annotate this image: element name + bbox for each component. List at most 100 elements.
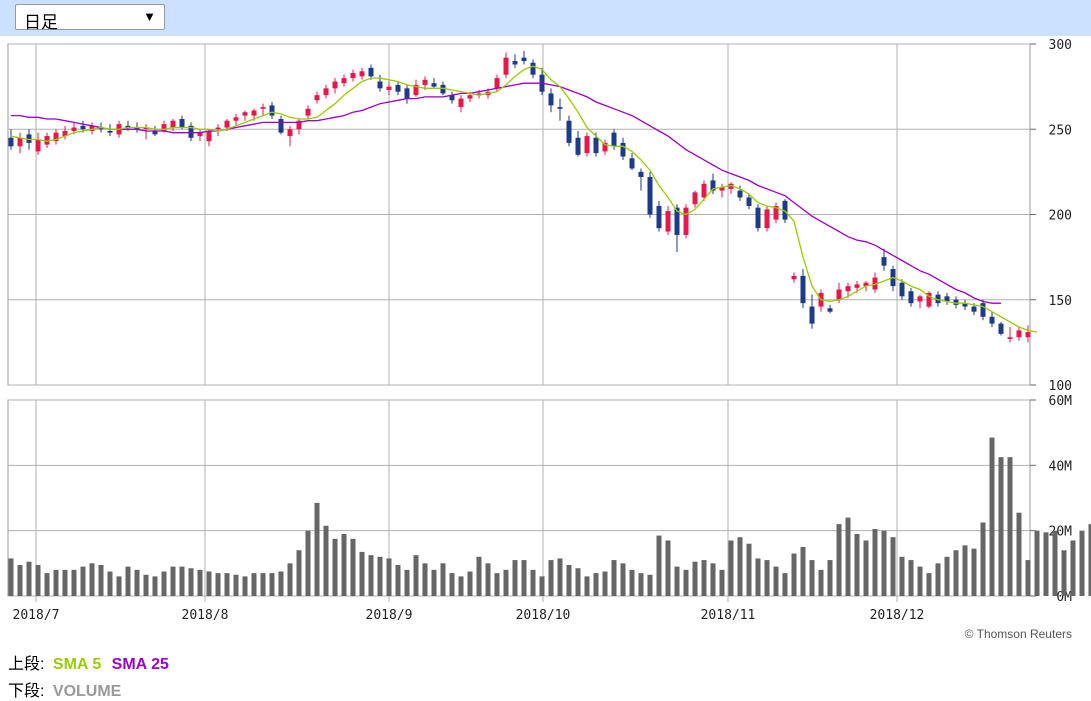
candle-body [549, 93, 554, 105]
legend-sma5: SMA 5 [53, 656, 101, 673]
volume-bar [135, 570, 140, 596]
candle-body [756, 208, 761, 228]
volume-bar [414, 555, 419, 596]
candle-body [855, 284, 860, 287]
candle-body [882, 257, 887, 266]
volume-bar [720, 570, 725, 596]
candle-body [378, 82, 383, 89]
volume-bar [981, 523, 986, 597]
candle-body [738, 191, 743, 198]
volume-bar [1071, 540, 1076, 596]
candle-body [909, 291, 914, 303]
volume-bar [918, 567, 923, 596]
volume-bar [1044, 532, 1049, 596]
volume-bar [576, 568, 581, 596]
candle-body [396, 85, 401, 92]
candle-body [9, 138, 14, 147]
volume-bar [612, 560, 617, 596]
volume-bar [153, 576, 158, 596]
candle-body [225, 121, 230, 128]
candle-body [405, 88, 410, 98]
volume-bar [81, 567, 86, 596]
volume-bar [477, 557, 482, 596]
candle-body [243, 112, 248, 115]
candle-body [639, 172, 644, 177]
candle-body [270, 105, 275, 115]
volume-bar [306, 531, 311, 596]
candle-body [747, 197, 752, 206]
volume-bar [702, 560, 707, 596]
volume-bar [144, 575, 149, 596]
candle-body [684, 208, 689, 235]
candle-body [333, 82, 338, 89]
candle-body [324, 88, 329, 95]
volume-bar [171, 567, 176, 596]
candle-body [648, 177, 653, 215]
volume-bar [783, 573, 788, 596]
volume-bar [45, 573, 50, 596]
volume-bar [540, 576, 545, 596]
candle-body [432, 83, 437, 86]
candle-body [531, 63, 536, 75]
volume-bar [963, 545, 968, 596]
volume-bar [801, 547, 806, 596]
x-tick-label: 2018/11 [701, 608, 756, 623]
volume-bar [936, 563, 941, 596]
x-tick-label: 2018/10 [516, 608, 571, 623]
volume-bar [27, 562, 32, 596]
candle-body [765, 209, 770, 228]
volume-bar [18, 565, 23, 596]
candle-body [72, 128, 77, 131]
volume-bar [315, 503, 320, 596]
volume-bar [378, 557, 383, 596]
price-tick-label: 250 [1049, 123, 1072, 138]
volume-bar [333, 539, 338, 596]
volume-bar [396, 565, 401, 596]
candle-body [630, 158, 635, 168]
volume-bar [1008, 457, 1013, 596]
volume-bar [324, 526, 329, 596]
volume-bar [513, 560, 518, 596]
candle-body [1008, 337, 1013, 339]
volume-bar [900, 557, 905, 596]
volume-bar [450, 573, 455, 596]
volume-bar [945, 557, 950, 596]
candle-body [999, 324, 1004, 334]
volume-bar [1035, 531, 1040, 596]
volume-tick-label: 40M [1049, 459, 1073, 474]
candle-body [918, 296, 923, 301]
volume-bar [630, 570, 635, 596]
candle-body [1026, 332, 1031, 337]
volume-bar [846, 518, 851, 596]
volume-bar [531, 570, 536, 596]
volume-bar [270, 573, 275, 596]
volume-bar [423, 563, 428, 596]
candle-body [459, 99, 464, 108]
candle-body [792, 276, 797, 279]
candle-body [261, 107, 266, 109]
x-tick-label: 2018/12 [870, 608, 925, 623]
volume-bar [882, 531, 887, 596]
volume-bar [441, 563, 446, 596]
candle-body [207, 131, 212, 141]
candle-body [612, 133, 617, 147]
candle-body [315, 95, 320, 100]
volume-bar [990, 438, 995, 596]
volume-bar [864, 540, 869, 596]
volume-bar [180, 567, 185, 596]
volume-bar [252, 573, 257, 596]
volume-bar [189, 568, 194, 596]
volume-bar [351, 539, 356, 596]
volume-bar [225, 573, 230, 596]
candle-body [558, 107, 563, 109]
period-select[interactable]: 日足 ▼ [15, 4, 165, 30]
volume-bar [657, 536, 662, 596]
candle-body [171, 121, 176, 128]
volume-bar [198, 570, 203, 596]
volume-bar [774, 567, 779, 596]
volume-bar [666, 540, 671, 596]
candle-body [576, 138, 581, 155]
candle-body [468, 95, 473, 98]
volume-bar [837, 524, 842, 596]
candle-body [504, 58, 509, 75]
